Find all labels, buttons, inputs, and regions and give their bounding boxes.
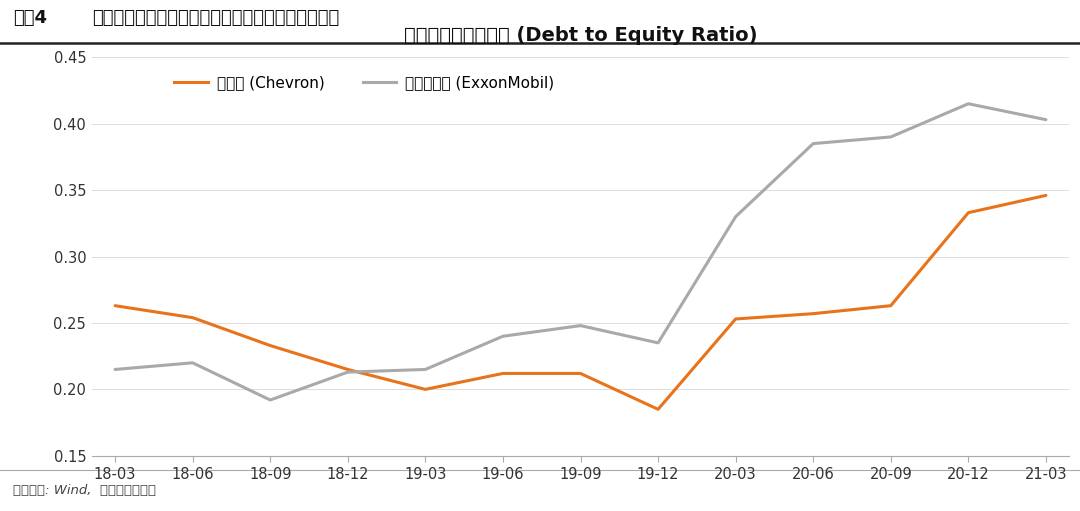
Legend: 雪佛龙 (Chevron), 埃克森美孚 (ExxonMobil): 雪佛龙 (Chevron), 埃克森美孚 (ExxonMobil) xyxy=(167,69,561,96)
Title: 美国油企债务股本比 (Debt to Equity Ratio): 美国油企债务股本比 (Debt to Equity Ratio) xyxy=(404,26,757,44)
Text: 图表4: 图表4 xyxy=(13,9,46,27)
Text: 资料来源: Wind,  平安证券研究所: 资料来源: Wind, 平安证券研究所 xyxy=(13,484,156,497)
Text: 新冠疫情下美国前两大石油生产商债务压力大幅上升: 新冠疫情下美国前两大石油生产商债务压力大幅上升 xyxy=(92,9,339,27)
